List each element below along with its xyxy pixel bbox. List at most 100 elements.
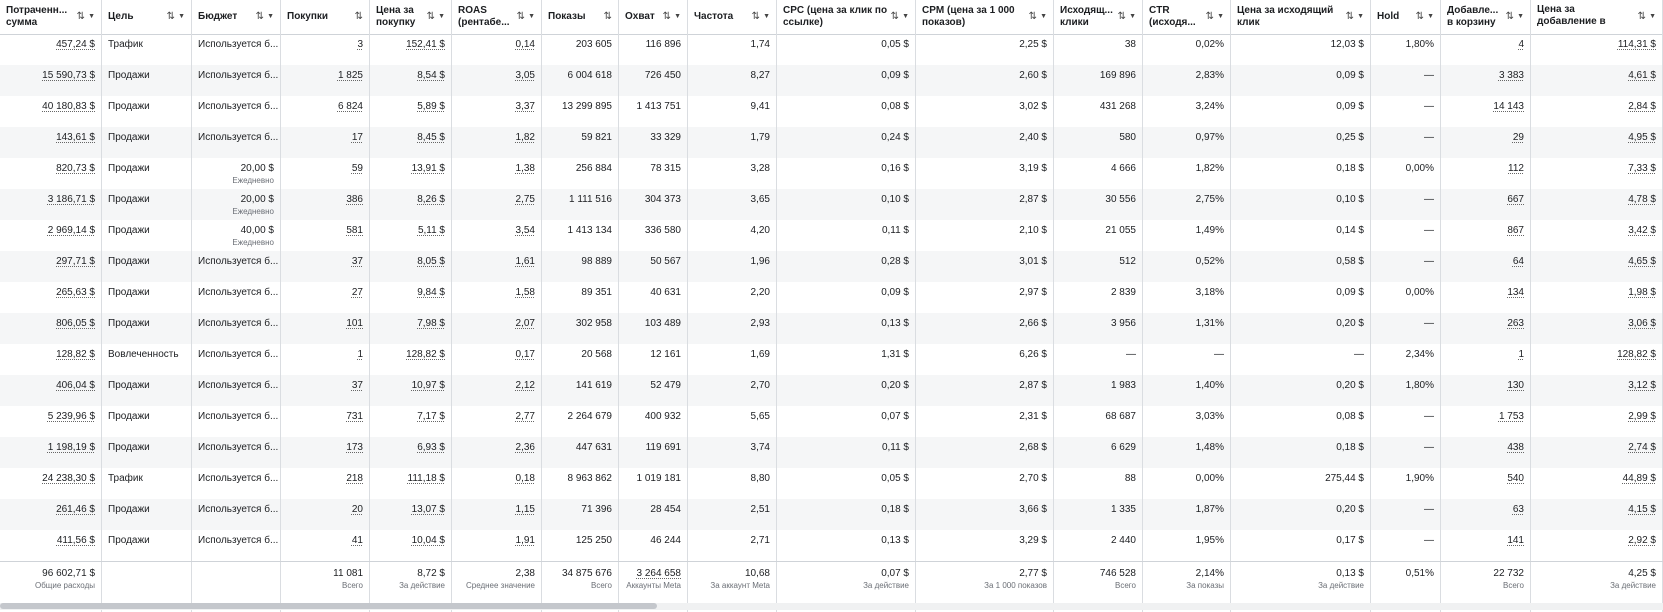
cell-cost_atc[interactable]: 128,82 $ bbox=[1531, 344, 1663, 375]
cell-atc[interactable]: 3 383 bbox=[1441, 65, 1531, 96]
cell-cpp[interactable]: 8,45 $ bbox=[370, 127, 452, 158]
column-header-cpp[interactable]: Цена за покупку ⇅ ▼ bbox=[370, 0, 452, 34]
column-header-ctr[interactable]: CTR (исходя... ⇅ ▼ bbox=[1143, 0, 1231, 34]
cell-cpp[interactable]: 13,91 $ bbox=[370, 158, 452, 189]
caret-down-icon[interactable]: ▼ bbox=[902, 13, 909, 20]
cell-cpp[interactable]: 152,41 $ bbox=[370, 34, 452, 65]
cell-cost_atc[interactable]: 4,65 $ bbox=[1531, 251, 1663, 282]
horizontal-scrollbar[interactable] bbox=[0, 603, 1663, 610]
sort-arrows-icon[interactable]: ⇅ bbox=[76, 11, 86, 22]
cell-cost_atc[interactable]: 3,12 $ bbox=[1531, 375, 1663, 406]
column-header-budget[interactable]: Бюджет ⇅ ▼ bbox=[192, 0, 281, 34]
cell-purchases[interactable]: 27 bbox=[281, 282, 370, 313]
cell-atc[interactable]: 263 bbox=[1441, 313, 1531, 344]
table-row[interactable]: 406,04 $ Продажи Используется б... 37 10,97 … bbox=[0, 375, 1663, 406]
cell-roas[interactable]: 1,58 bbox=[452, 282, 542, 313]
column-header-cost_outbound[interactable]: Цена за исходящий клик ⇅ ▼ bbox=[1231, 0, 1371, 34]
cell-cpp[interactable]: 10,97 $ bbox=[370, 375, 452, 406]
cell-cpp[interactable]: 8,54 $ bbox=[370, 65, 452, 96]
cell-atc[interactable]: 1 bbox=[1441, 344, 1531, 375]
cell-cost_atc[interactable]: 4,78 $ bbox=[1531, 189, 1663, 220]
sort-arrows-icon[interactable]: ⇅ bbox=[426, 11, 436, 22]
caret-down-icon[interactable]: ▼ bbox=[1040, 13, 1047, 20]
cell-roas[interactable]: 2,77 bbox=[452, 406, 542, 437]
cell-purchases[interactable]: 37 bbox=[281, 375, 370, 406]
cell-cost_atc[interactable]: 7,33 $ bbox=[1531, 158, 1663, 189]
table-row[interactable]: 261,46 $ Продажи Используется б... 20 13,07 … bbox=[0, 499, 1663, 530]
cell-cost_atc[interactable]: 44,89 $ bbox=[1531, 468, 1663, 499]
column-header-hold[interactable]: Hold ⇅ ▼ bbox=[1371, 0, 1441, 34]
cell-roas[interactable]: 0,14 bbox=[452, 34, 542, 65]
cell-atc[interactable]: 14 143 bbox=[1441, 96, 1531, 127]
column-header-goal[interactable]: Цель ⇅ ▼ bbox=[102, 0, 192, 34]
cell-atc[interactable]: 130 bbox=[1441, 375, 1531, 406]
cell-roas[interactable]: 2,12 bbox=[452, 375, 542, 406]
caret-down-icon[interactable]: ▼ bbox=[1129, 13, 1136, 20]
cell-cost_atc[interactable]: 4,95 $ bbox=[1531, 127, 1663, 158]
caret-down-icon[interactable]: ▼ bbox=[1217, 13, 1224, 20]
column-header-impressions[interactable]: Показы ⇅ bbox=[542, 0, 619, 34]
cell-cost_atc[interactable]: 2,84 $ bbox=[1531, 96, 1663, 127]
sort-arrows-icon[interactable]: ⇅ bbox=[890, 11, 900, 22]
cell-cost_atc[interactable]: 1,98 $ bbox=[1531, 282, 1663, 313]
cell-cost_atc[interactable]: 114,31 $ bbox=[1531, 34, 1663, 65]
column-header-outbound[interactable]: Исходящ... клики ⇅ ▼ bbox=[1054, 0, 1143, 34]
sort-arrows-icon[interactable]: ⇅ bbox=[255, 11, 265, 22]
cell-cpp[interactable]: 111,18 $ bbox=[370, 468, 452, 499]
cell-roas[interactable]: 2,75 bbox=[452, 189, 542, 220]
cell-purchases[interactable]: 59 bbox=[281, 158, 370, 189]
cell-roas[interactable]: 3,54 bbox=[452, 220, 542, 251]
cell-roas[interactable]: 2,36 bbox=[452, 437, 542, 468]
cell-cpp[interactable]: 5,89 $ bbox=[370, 96, 452, 127]
cell-atc[interactable]: 438 bbox=[1441, 437, 1531, 468]
sort-arrows-icon[interactable]: ⇅ bbox=[354, 11, 363, 22]
sort-arrows-icon[interactable]: ⇅ bbox=[166, 11, 176, 22]
cell-cpp[interactable]: 128,82 $ bbox=[370, 344, 452, 375]
cell-purchases[interactable]: 173 bbox=[281, 437, 370, 468]
caret-down-icon[interactable]: ▼ bbox=[1357, 13, 1364, 20]
caret-down-icon[interactable]: ▼ bbox=[1649, 13, 1656, 20]
cell-roas[interactable]: 0,17 bbox=[452, 344, 542, 375]
cell-roas[interactable]: 1,38 bbox=[452, 158, 542, 189]
cell-cpp[interactable]: 8,05 $ bbox=[370, 251, 452, 282]
cell-purchases[interactable]: 41 bbox=[281, 530, 370, 561]
column-header-reach[interactable]: Охват ⇅ ▼ bbox=[619, 0, 688, 34]
cell-cost_atc[interactable]: 3,42 $ bbox=[1531, 220, 1663, 251]
cell-roas[interactable]: 3,37 bbox=[452, 96, 542, 127]
caret-down-icon[interactable]: ▼ bbox=[1427, 13, 1434, 20]
table-row[interactable]: 411,56 $ Продажи Используется б... 41 10,04 … bbox=[0, 530, 1663, 561]
cell-roas[interactable]: 1,82 bbox=[452, 127, 542, 158]
sort-arrows-icon[interactable]: ⇅ bbox=[1345, 11, 1355, 22]
caret-down-icon[interactable]: ▼ bbox=[178, 13, 185, 20]
sort-arrows-icon[interactable]: ⇅ bbox=[603, 11, 612, 22]
table-row[interactable]: 265,63 $ Продажи Используется б... 27 9,84 $… bbox=[0, 282, 1663, 313]
table-row[interactable]: 806,05 $ Продажи Используется б... 101 7,98 … bbox=[0, 313, 1663, 344]
cell-purchases[interactable]: 581 bbox=[281, 220, 370, 251]
cell-purchases[interactable]: 37 bbox=[281, 251, 370, 282]
cell-cpp[interactable]: 7,98 $ bbox=[370, 313, 452, 344]
cell-purchases[interactable]: 218 bbox=[281, 468, 370, 499]
column-header-roas[interactable]: ROAS (рентабе... ⇅ ▼ bbox=[452, 0, 542, 34]
table-row[interactable]: 297,71 $ Продажи Используется б... 37 8,05 $… bbox=[0, 251, 1663, 282]
column-header-cost_atc[interactable]: Цена за добавление в корзину ⇅▼ bbox=[1531, 0, 1663, 34]
caret-down-icon[interactable]: ▼ bbox=[528, 13, 535, 20]
cell-cost_atc[interactable]: 4,15 $ bbox=[1531, 499, 1663, 530]
cell-cpp[interactable]: 13,07 $ bbox=[370, 499, 452, 530]
cell-roas[interactable]: 0,18 bbox=[452, 468, 542, 499]
cell-purchases[interactable]: 17 bbox=[281, 127, 370, 158]
column-header-cpc[interactable]: CPC (цена за клик по ссылке) ⇅ ▼ bbox=[777, 0, 916, 34]
cell-purchases[interactable]: 6 824 bbox=[281, 96, 370, 127]
cell-purchases[interactable]: 101 bbox=[281, 313, 370, 344]
cell-purchases[interactable]: 3 bbox=[281, 34, 370, 65]
cell-roas[interactable]: 1,91 bbox=[452, 530, 542, 561]
cell-roas[interactable]: 1,61 bbox=[452, 251, 542, 282]
cell-purchases[interactable]: 731 bbox=[281, 406, 370, 437]
cell-atc[interactable]: 64 bbox=[1441, 251, 1531, 282]
cell-roas[interactable]: 3,05 bbox=[452, 65, 542, 96]
table-row[interactable]: 3 186,71 $ Продажи 20,00 $ Ежедневно 386 8,26… bbox=[0, 189, 1663, 220]
cell-atc[interactable]: 112 bbox=[1441, 158, 1531, 189]
cell-purchases[interactable]: 20 bbox=[281, 499, 370, 530]
table-row[interactable]: 128,82 $ Вовлеченность Используется б... 1 1… bbox=[0, 344, 1663, 375]
sort-arrows-icon[interactable]: ⇅ bbox=[516, 11, 526, 22]
cell-purchases[interactable]: 386 bbox=[281, 189, 370, 220]
